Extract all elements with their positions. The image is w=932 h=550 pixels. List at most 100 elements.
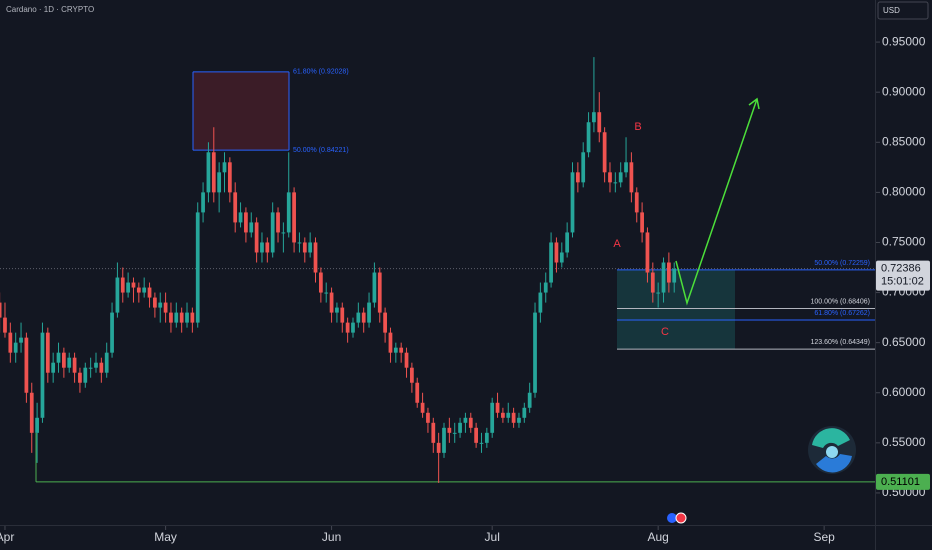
- fib-label: 50.00% (0.72259): [814, 260, 870, 267]
- candle-body: [292, 192, 296, 243]
- candle-body: [554, 242, 559, 263]
- y-tick-label: 0.75000: [882, 235, 926, 249]
- candle-body: [61, 352, 66, 368]
- candle-body: [270, 212, 275, 253]
- fib-label: 50.00% (0.84221): [293, 147, 349, 154]
- candle-body: [452, 432, 457, 434]
- candle-body: [581, 152, 586, 183]
- candle-body: [115, 277, 120, 313]
- candle-body: [185, 312, 189, 323]
- candle-body: [511, 412, 516, 423]
- candle-body: [136, 287, 141, 293]
- candle-body: [586, 122, 591, 153]
- candle-body: [120, 277, 125, 293]
- candle-body: [153, 297, 157, 308]
- candle-body: [249, 222, 254, 233]
- candle-body: [640, 212, 644, 233]
- candle-body: [99, 362, 104, 373]
- candle-body: [217, 172, 222, 193]
- candle-body: [517, 417, 521, 423]
- candle-body: [265, 242, 270, 253]
- candle-body: [302, 242, 307, 253]
- last-price-badge: [876, 260, 930, 291]
- candle-body: [399, 347, 404, 353]
- y-tick-label: 0.65000: [882, 335, 926, 349]
- candle-body: [19, 337, 23, 343]
- candle-body: [468, 417, 473, 428]
- candle-body: [254, 222, 259, 253]
- candle-body: [431, 422, 436, 443]
- candle-body: [3, 317, 7, 333]
- candle-body: [367, 302, 371, 323]
- candle-body: [286, 192, 291, 233]
- candle-body: [35, 417, 39, 433]
- candle-body: [436, 442, 441, 453]
- wave-label: A: [613, 238, 621, 250]
- event-icons[interactable]: [667, 512, 687, 524]
- candle-body: [88, 367, 93, 369]
- candle-body: [484, 432, 489, 443]
- candle-body: [613, 182, 618, 184]
- x-tick-label: May: [154, 530, 177, 544]
- candle-body: [227, 162, 232, 193]
- candle-body: [575, 172, 580, 183]
- candle-body: [538, 292, 543, 313]
- target-box: [617, 269, 735, 350]
- candle-body: [281, 232, 286, 234]
- candle-body: [297, 242, 302, 244]
- candle-body: [104, 352, 109, 373]
- fib-box: [193, 71, 289, 151]
- candle-body: [634, 192, 639, 213]
- candle-body: [377, 272, 382, 313]
- candle-body: [415, 382, 420, 403]
- candle-body: [463, 417, 468, 423]
- candle-body: [238, 212, 243, 223]
- y-tick-label: 0.95000: [882, 34, 926, 48]
- currency-box[interactable]: [877, 1, 929, 20]
- candle-body: [24, 337, 29, 393]
- candle-body: [163, 302, 168, 313]
- candle-body: [602, 132, 607, 173]
- candle-body: [8, 332, 13, 353]
- candle-body: [147, 287, 152, 298]
- candle-body: [29, 392, 34, 433]
- candle-body: [318, 272, 323, 293]
- candle-body: [340, 307, 345, 323]
- candle-body: [179, 312, 184, 323]
- candle-body: [361, 312, 366, 323]
- candle-body: [260, 242, 264, 253]
- y-tick-label: 0.85000: [882, 134, 926, 148]
- candle-body: [345, 322, 350, 333]
- candle-body: [335, 307, 339, 313]
- plot-area: 61.80% (0.92028) 50.00% (0.84221) 50.00% (…: [0, 57, 875, 483]
- candle-body: [201, 192, 205, 213]
- candle-body: [169, 312, 173, 323]
- y-tick-label: 0.80000: [882, 185, 926, 199]
- candle-body: [458, 422, 462, 433]
- x-tick-label: Jun: [322, 530, 341, 544]
- candle-body: [244, 212, 248, 233]
- support-label: 0.51101: [881, 476, 920, 488]
- candle-body: [190, 312, 195, 323]
- fib-label: 61.80% (0.67262): [814, 310, 870, 317]
- candle-body: [650, 272, 655, 293]
- x-tick-label: Sep: [813, 530, 835, 544]
- candle-body: [410, 367, 414, 383]
- candle-body: [447, 427, 452, 433]
- candle-body: [324, 292, 329, 294]
- candle-body: [308, 242, 313, 253]
- candle-body: [67, 357, 72, 368]
- candle-body: [490, 402, 495, 433]
- candle-body: [645, 232, 650, 273]
- fib-label: 123.60% (0.64349): [810, 339, 870, 346]
- candle-body: [211, 152, 216, 193]
- candle-body: [592, 112, 596, 123]
- candle-body: [13, 342, 18, 353]
- candle-body: [608, 172, 612, 183]
- candle-body: [656, 292, 661, 294]
- x-tick-label: Aug: [647, 530, 668, 544]
- candle-body: [78, 372, 82, 383]
- candle-body: [51, 362, 56, 373]
